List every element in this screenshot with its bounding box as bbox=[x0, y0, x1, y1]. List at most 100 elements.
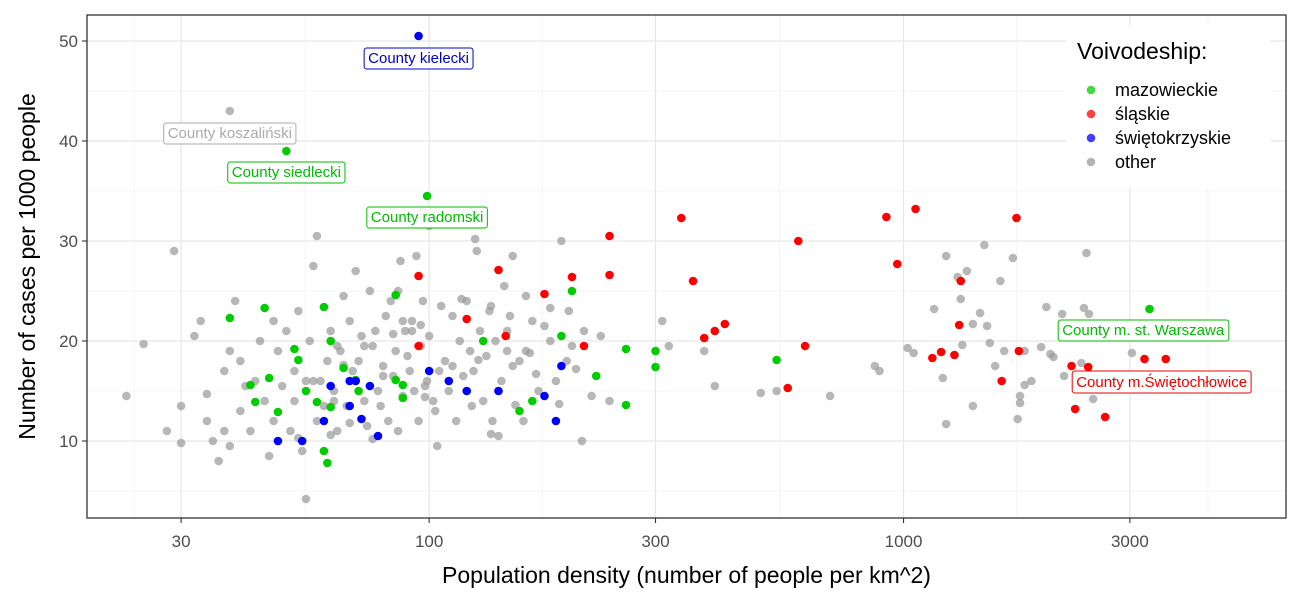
data-point-świętokrzyskie bbox=[540, 391, 549, 401]
data-point-other bbox=[440, 356, 450, 366]
data-point-other bbox=[999, 346, 1009, 356]
data-point-other bbox=[577, 436, 587, 446]
data-point-other bbox=[1027, 376, 1036, 386]
data-point-other bbox=[1015, 398, 1025, 408]
data-point-other bbox=[416, 320, 426, 330]
data-point-mazowieckie bbox=[621, 400, 631, 410]
data-point-other bbox=[1059, 371, 1069, 381]
data-point-other bbox=[422, 376, 432, 386]
data-point-other bbox=[202, 416, 212, 426]
data-point-mazowieckie bbox=[391, 375, 400, 385]
data-point-other bbox=[376, 401, 385, 411]
data-point-mazowieckie bbox=[557, 331, 566, 341]
data-point-śląskie bbox=[605, 231, 614, 241]
annotation-box bbox=[163, 122, 297, 145]
data-point-other bbox=[391, 346, 400, 356]
data-point-other bbox=[472, 246, 482, 256]
data-point-świętokrzyskie bbox=[357, 414, 366, 424]
y-tick-label: 30 bbox=[59, 232, 78, 251]
data-point-świętokrzyskie bbox=[557, 361, 566, 371]
annotation-label: County m.Świętochłowice bbox=[1071, 370, 1252, 394]
annotation-label: County radomski bbox=[366, 206, 488, 229]
data-point-śląskie bbox=[892, 259, 902, 269]
data-point-other bbox=[990, 361, 1000, 371]
data-point-śląskie bbox=[997, 376, 1006, 386]
data-point-other bbox=[398, 316, 408, 326]
data-point-other bbox=[409, 386, 419, 396]
data-point-other bbox=[465, 346, 475, 356]
data-point-other bbox=[486, 301, 496, 311]
data-point-other bbox=[360, 341, 369, 351]
data-point-other bbox=[534, 386, 543, 396]
data-point-śląskie bbox=[1014, 346, 1024, 356]
data-point-other bbox=[448, 361, 457, 371]
data-point-other bbox=[519, 416, 528, 426]
data-point-śląskie bbox=[1070, 404, 1080, 414]
data-point-other bbox=[316, 376, 325, 386]
legend-title: Voivodeship: bbox=[1077, 38, 1207, 64]
data-point-other bbox=[564, 306, 574, 316]
legend-label: mazowieckie bbox=[1115, 80, 1218, 100]
data-point-other bbox=[373, 386, 383, 396]
data-point-other bbox=[269, 416, 278, 426]
data-point-other bbox=[214, 456, 223, 466]
data-point-other bbox=[430, 406, 440, 416]
data-point-śląskie bbox=[1012, 213, 1021, 223]
data-point-other bbox=[403, 351, 412, 361]
legend-swatch bbox=[1086, 133, 1096, 143]
data-point-śląskie bbox=[579, 341, 589, 351]
data-point-other bbox=[420, 392, 430, 402]
data-point-other bbox=[386, 296, 396, 306]
data-point-other bbox=[290, 366, 299, 376]
annotation-text: County m. st. Warszawa bbox=[1062, 322, 1225, 339]
data-point-other bbox=[208, 436, 218, 446]
data-point-other bbox=[557, 236, 566, 246]
y-tick-label: 20 bbox=[59, 332, 78, 351]
annotation-text: County kielecki bbox=[368, 50, 469, 67]
data-point-other bbox=[348, 366, 358, 376]
data-point-other bbox=[579, 326, 589, 336]
data-point-other bbox=[467, 401, 477, 411]
data-point-mazowieckie bbox=[772, 355, 781, 365]
data-point-other bbox=[220, 366, 229, 376]
data-point-other bbox=[497, 376, 506, 386]
data-point-other bbox=[605, 396, 614, 406]
data-point-świętokrzyskie bbox=[351, 376, 360, 386]
data-point-other bbox=[190, 331, 199, 341]
data-point-other bbox=[975, 308, 985, 318]
data-point-other bbox=[587, 391, 596, 401]
data-point-śląskie bbox=[936, 347, 946, 357]
data-point-other bbox=[236, 356, 245, 366]
y-axis-title: Number of cases per 1000 people bbox=[14, 93, 40, 440]
data-point-other bbox=[202, 389, 212, 399]
data-point-other bbox=[1020, 380, 1029, 390]
panel-border bbox=[86, 14, 1287, 519]
data-point-other bbox=[545, 336, 555, 346]
data-point-other bbox=[309, 376, 318, 386]
data-point-other bbox=[396, 256, 405, 266]
data-point-other bbox=[488, 416, 497, 426]
data-point-świętokrzyskie bbox=[414, 31, 423, 41]
annotation-box bbox=[1057, 319, 1230, 342]
data-point-other bbox=[1077, 358, 1086, 368]
data-point-other bbox=[176, 438, 186, 448]
data-point-other bbox=[825, 391, 835, 401]
data-point-śląskie bbox=[688, 276, 698, 286]
data-point-mazowieckie bbox=[591, 371, 601, 381]
data-point-mazowieckie bbox=[354, 386, 363, 396]
legend-label: śląskie bbox=[1115, 104, 1170, 124]
data-points bbox=[122, 31, 1171, 504]
data-point-other bbox=[985, 338, 995, 348]
data-point-other bbox=[1127, 348, 1137, 358]
data-point-other bbox=[664, 341, 674, 351]
data-point-mazowieckie bbox=[225, 313, 235, 323]
data-point-other bbox=[332, 341, 342, 351]
data-point-other bbox=[444, 386, 454, 396]
data-point-other bbox=[482, 351, 491, 361]
data-point-śląskie bbox=[501, 331, 511, 341]
data-point-other bbox=[903, 343, 912, 353]
data-point-other bbox=[407, 316, 417, 326]
data-point-other bbox=[1049, 352, 1058, 362]
data-point-other bbox=[505, 311, 515, 321]
data-point-śląskie bbox=[605, 270, 614, 280]
